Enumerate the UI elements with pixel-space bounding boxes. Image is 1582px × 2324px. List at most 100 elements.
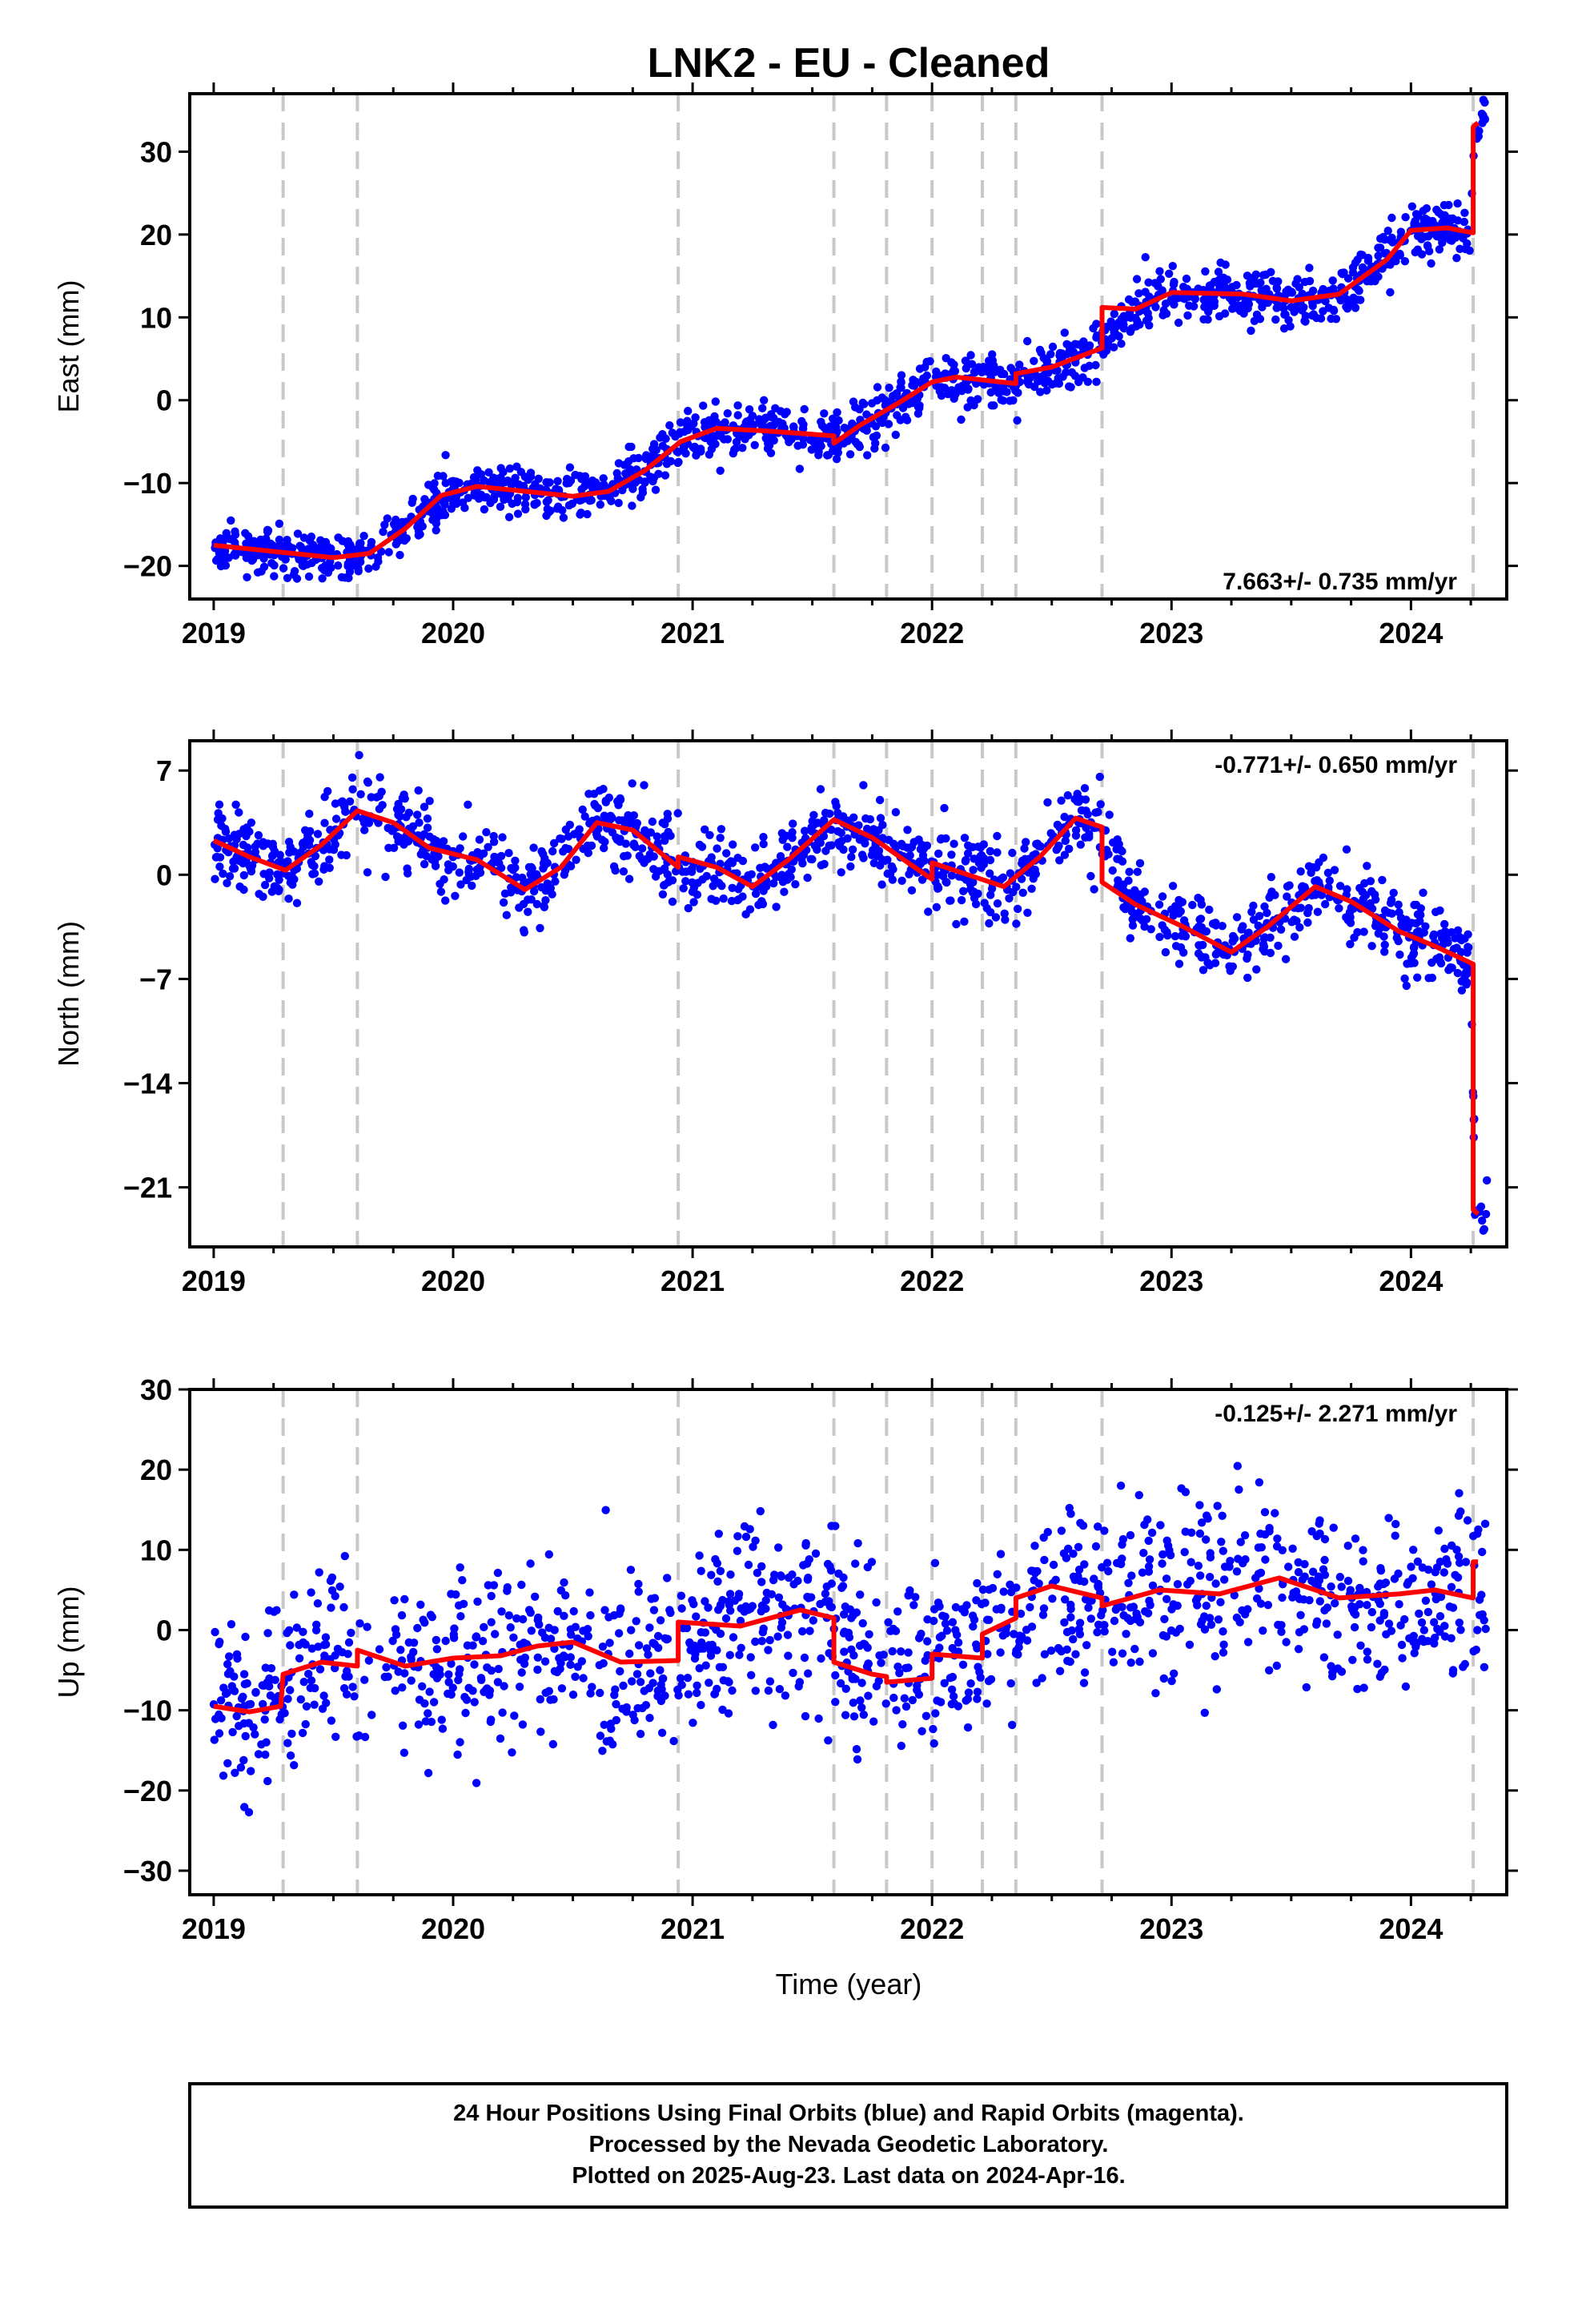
data-point [520, 928, 528, 937]
data-point [758, 404, 767, 412]
data-point [275, 519, 284, 529]
data-point [1196, 1571, 1205, 1580]
data-point [917, 1630, 926, 1638]
data-point [1122, 1630, 1130, 1638]
data-point [325, 845, 334, 854]
data-point [383, 1672, 392, 1681]
data-point [438, 1724, 448, 1733]
plot-frame [188, 92, 1508, 601]
data-point [449, 1630, 458, 1639]
data-point [497, 478, 506, 487]
data-point [1384, 1619, 1394, 1628]
data-point [1139, 1549, 1148, 1558]
data-point [424, 1709, 432, 1718]
data-point [1219, 1640, 1228, 1649]
data-point [606, 1719, 615, 1728]
data-point [947, 1685, 957, 1694]
data-point [756, 1506, 765, 1516]
data-point [1006, 869, 1015, 878]
data-point [1220, 1575, 1229, 1584]
data-point [339, 1602, 348, 1612]
y-tick-label: −10 [123, 1695, 172, 1727]
data-point [513, 493, 522, 502]
data-point [363, 777, 372, 786]
data-point [1411, 919, 1421, 928]
data-point [622, 1703, 631, 1712]
footer-box: 24 Hour Positions Using Final Orbits (bl… [188, 2082, 1508, 2209]
data-point [1126, 934, 1135, 943]
data-point [960, 1606, 969, 1615]
data-point [904, 1663, 913, 1672]
data-point [1478, 1610, 1487, 1619]
data-point [881, 1699, 890, 1708]
data-point [578, 805, 587, 814]
data-point [1427, 973, 1437, 983]
data-point [986, 846, 995, 856]
data-point [462, 1695, 472, 1704]
data-point [978, 1585, 988, 1594]
data-point [1356, 250, 1365, 259]
data-point [759, 1624, 768, 1633]
data-point [1283, 892, 1291, 901]
data-point [964, 841, 973, 850]
data-point [1197, 900, 1207, 909]
data-point [897, 377, 905, 386]
data-point [1174, 909, 1183, 918]
data-point [1333, 1630, 1342, 1639]
data-point [1274, 277, 1283, 286]
data-point [397, 1610, 407, 1620]
data-point [1363, 1647, 1372, 1656]
y-tick-label: −20 [123, 1775, 172, 1807]
data-point [1060, 812, 1069, 822]
data-point [510, 476, 519, 485]
data-point [1060, 850, 1070, 859]
data-point [1463, 978, 1472, 987]
data-point [540, 903, 549, 912]
data-point [1168, 882, 1178, 891]
data-point [840, 1647, 849, 1656]
data-point [1475, 1595, 1484, 1604]
data-point [831, 1698, 840, 1707]
data-point [973, 1695, 982, 1703]
data-point [1423, 1607, 1433, 1617]
data-point [673, 1685, 682, 1695]
data-point [1375, 1616, 1384, 1625]
y-tick-label: 0 [156, 1614, 172, 1647]
data-point [676, 428, 685, 436]
data-point [1435, 245, 1444, 254]
data-point [872, 1598, 881, 1607]
data-point [733, 1532, 742, 1541]
data-point [789, 1668, 797, 1678]
data-point [1243, 271, 1252, 280]
data-point [470, 1698, 479, 1707]
data-point [1128, 915, 1137, 924]
data-point [1182, 274, 1191, 283]
data-point [519, 899, 528, 909]
data-point [725, 1590, 735, 1598]
data-point [396, 550, 404, 560]
data-point [566, 1653, 575, 1662]
data-point [757, 1562, 766, 1571]
data-point [553, 1606, 562, 1616]
data-point [1323, 868, 1333, 878]
data-point [381, 872, 390, 882]
data-point [1327, 1672, 1337, 1681]
data-point [355, 1619, 364, 1628]
data-point [1263, 1601, 1273, 1610]
data-point [751, 1536, 760, 1546]
data-point [299, 1638, 307, 1647]
data-point [470, 1660, 479, 1669]
data-point [577, 485, 586, 494]
data-point [736, 1616, 745, 1626]
data-point [1143, 1515, 1152, 1524]
data-point [1266, 933, 1275, 943]
data-point [301, 1719, 310, 1729]
data-point [517, 1580, 526, 1590]
data-point [602, 1737, 611, 1746]
data-point [614, 1629, 624, 1638]
data-point [441, 1636, 450, 1646]
x-tick-label: 2019 [182, 1265, 246, 1297]
data-point [738, 856, 748, 866]
data-point [273, 870, 282, 879]
data-point [621, 839, 630, 848]
